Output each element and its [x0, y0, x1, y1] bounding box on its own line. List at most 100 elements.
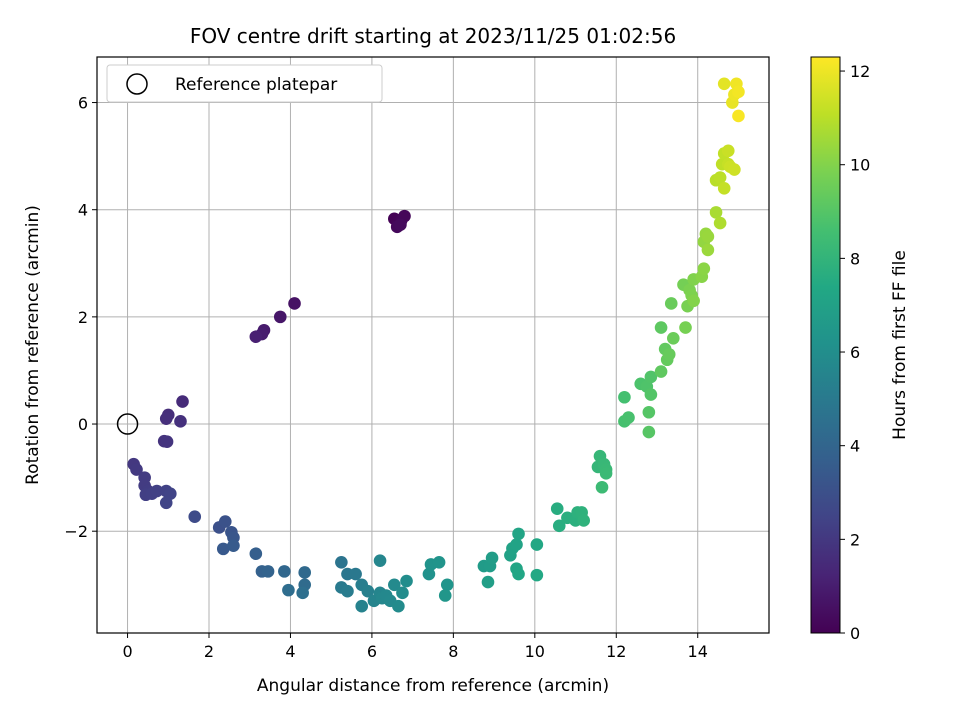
- data-point: [438, 589, 452, 602]
- colorbar-tick-label: 6: [850, 343, 860, 362]
- legend-reference-marker: [126, 73, 148, 95]
- data-point: [282, 583, 295, 597]
- data-point: [249, 330, 263, 343]
- legend-box: [106, 64, 383, 103]
- y-tick-label: −2: [64, 522, 88, 541]
- data-point: [713, 171, 727, 184]
- x-axis-ticks: 0 2 4 6 8 10 12 14: [122, 633, 708, 661]
- colorbar-gradient: [810, 56, 841, 634]
- data-point: [701, 243, 715, 257]
- data-point: [618, 390, 631, 404]
- data-point: [249, 547, 263, 560]
- data-point: [400, 574, 413, 588]
- data-point: [654, 365, 668, 378]
- data-point: [697, 262, 711, 275]
- colorbar-tick-label: 10: [850, 156, 870, 175]
- data-point: [701, 230, 715, 243]
- data-point: [666, 332, 680, 345]
- data-point: [159, 496, 173, 510]
- data-point: [216, 542, 230, 556]
- data-point: [396, 586, 409, 600]
- colorbar-tick-label: 0: [850, 624, 860, 643]
- data-point: [732, 109, 745, 123]
- x-tick-label: 4: [285, 642, 295, 661]
- data-point: [296, 586, 309, 600]
- colorbar-tick-label: 8: [850, 249, 860, 268]
- data-point: [664, 297, 678, 310]
- colorbar-tick-label: 4: [850, 437, 860, 456]
- data-point: [159, 412, 173, 425]
- colorbar: 0 2 4 6 8 10 12 Hours from first FF file: [810, 56, 910, 643]
- data-point: [288, 297, 301, 310]
- data-point: [530, 568, 544, 582]
- data-point: [721, 144, 735, 158]
- x-tick-label: 8: [448, 642, 458, 661]
- data-point: [709, 206, 723, 219]
- data-point: [335, 555, 348, 569]
- data-point: [717, 77, 731, 91]
- colorbar-label: Hours from first FF file: [890, 250, 910, 440]
- data-point: [552, 519, 566, 533]
- data-point: [642, 425, 656, 439]
- x-tick-label: 12: [606, 642, 626, 661]
- data-point: [510, 538, 523, 551]
- chart-title: FOV centre drift starting at 2023/11/25 …: [190, 24, 676, 48]
- data-point: [188, 510, 202, 524]
- data-point: [550, 502, 564, 515]
- y-tick-label: 4: [78, 201, 88, 220]
- data-point: [298, 566, 312, 579]
- data-point: [174, 415, 187, 428]
- colorbar-tick-label: 12: [850, 62, 870, 81]
- y-tick-label: 2: [78, 308, 88, 327]
- data-point: [392, 599, 405, 613]
- data-point: [577, 514, 590, 527]
- data-point: [422, 567, 436, 581]
- x-tick-label: 6: [367, 642, 377, 661]
- data-point: [654, 321, 668, 334]
- data-point: [355, 599, 369, 613]
- data-point: [227, 539, 240, 552]
- data-point: [440, 578, 454, 592]
- data-point: [728, 163, 741, 176]
- scatter-points: [127, 77, 745, 613]
- data-point: [717, 181, 731, 195]
- data-point: [361, 584, 375, 598]
- colorbar-tick-label: 2: [850, 530, 860, 549]
- data-point: [622, 411, 635, 424]
- x-tick-label: 0: [122, 642, 132, 661]
- data-point: [278, 565, 291, 578]
- x-tick-label: 2: [204, 642, 214, 661]
- data-point: [394, 218, 407, 232]
- y-axis-ticks: −2 0 2 4 6: [64, 94, 97, 541]
- data-point: [485, 551, 499, 565]
- data-point: [512, 567, 525, 581]
- data-point: [130, 463, 143, 476]
- data-point: [595, 480, 609, 494]
- data-point: [218, 515, 232, 528]
- data-point: [530, 538, 544, 551]
- y-tick-label: 6: [78, 94, 88, 113]
- data-point: [644, 388, 658, 401]
- data-point: [373, 554, 387, 567]
- data-point: [512, 527, 525, 541]
- grid-lines: [97, 57, 769, 633]
- data-point: [644, 370, 658, 384]
- x-tick-label: 10: [525, 642, 545, 661]
- colorbar-ticks: 0 2 4 6 8 10 12: [840, 62, 870, 643]
- plot-frame: [96, 56, 770, 634]
- data-point: [599, 467, 613, 480]
- data-point: [687, 294, 700, 308]
- data-point: [642, 405, 656, 419]
- data-point: [150, 484, 164, 498]
- x-tick-label: 14: [688, 642, 708, 661]
- data-point: [388, 578, 401, 592]
- data-point: [732, 85, 745, 99]
- data-point: [679, 321, 692, 334]
- data-point: [662, 348, 676, 361]
- y-axis-label: Rotation from reference (arcmin): [23, 205, 43, 485]
- x-axis-label: Angular distance from reference (arcmin): [257, 676, 609, 696]
- data-point: [349, 567, 362, 581]
- data-point: [713, 216, 727, 230]
- data-point: [273, 310, 287, 324]
